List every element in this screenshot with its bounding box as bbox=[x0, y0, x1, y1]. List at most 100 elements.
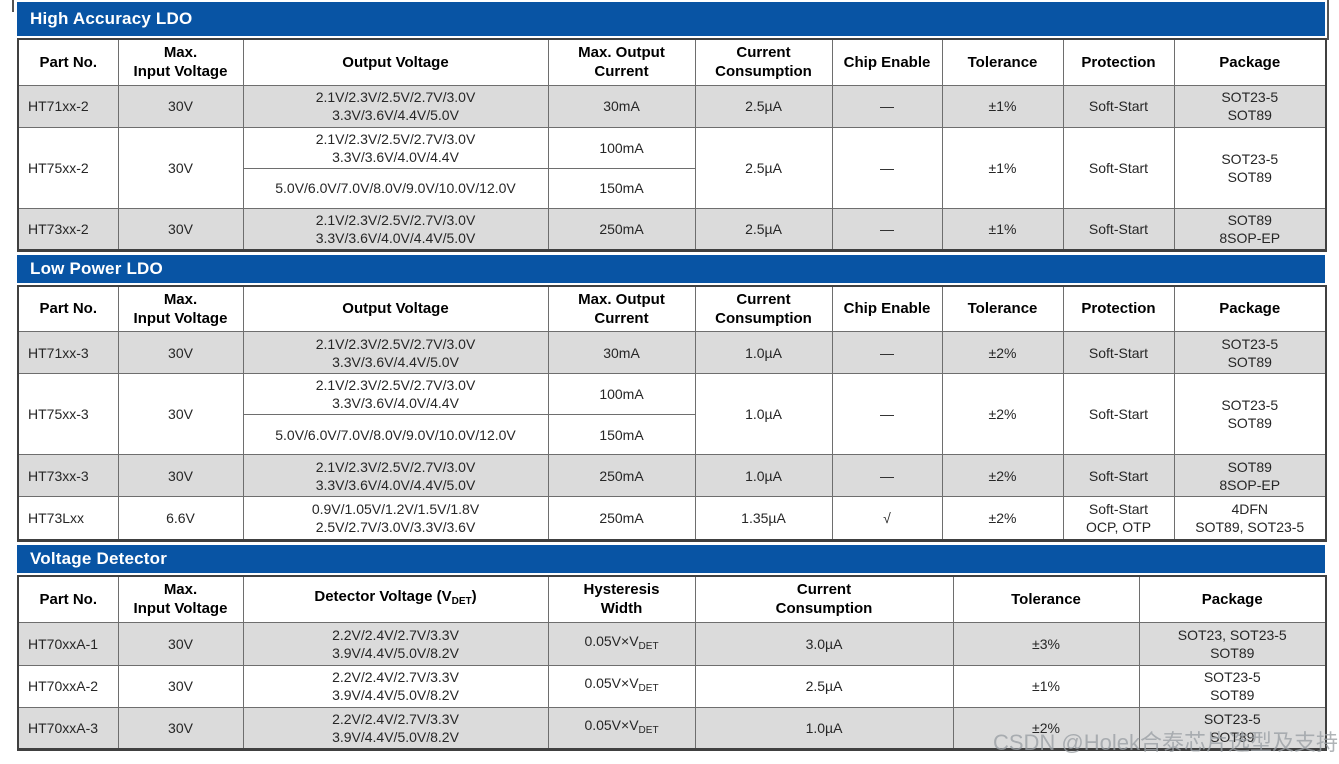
table-cell: ±1% bbox=[941, 207, 1064, 251]
table-cell: HT71xx-2 bbox=[17, 84, 119, 128]
table-cell: 0.9V/1.05V/1.2V/1.5V/1.8V 2.5V/2.7V/3.0V/… bbox=[242, 496, 549, 541]
selection-guide-page: High Accuracy LDO Part No. Max. Input Volt… bbox=[17, 2, 1327, 751]
table-row: HT70xxA-1 30V 2.2V/2.4V/2.7V/3.3V 3.9V/4.4V… bbox=[17, 621, 1327, 666]
table-row: HT73Lxx 6.6V 0.9V/1.05V/1.2V/1.5V/1.8V 2.5V… bbox=[17, 496, 1327, 541]
table-cell: — bbox=[831, 84, 943, 128]
table-cell: 5.0V/6.0V/7.0V/8.0V/9.0V/10.0V/12.0V bbox=[242, 167, 549, 209]
column-header: Tolerance bbox=[952, 575, 1140, 623]
column-header: Current Consumption bbox=[694, 38, 833, 86]
column-header: Package bbox=[1173, 285, 1327, 332]
column-header: Output Voltage bbox=[242, 285, 549, 332]
table-cell: 1.0µA bbox=[694, 373, 833, 455]
section-low-power-ldo: Low Power LDO Part No. Max. Input Voltage O… bbox=[17, 254, 1327, 542]
table-cell: 2.5µA bbox=[694, 664, 954, 708]
table-cell: 2.1V/2.3V/2.5V/2.7V/3.0V 3.3V/3.6V/4.0V/4… bbox=[242, 207, 549, 251]
table-cell: 2.1V/2.3V/2.5V/2.7V/3.0V 3.3V/3.6V/4.4V/5… bbox=[242, 84, 549, 128]
table-cell: SOT23-5 SOT89 bbox=[1138, 706, 1327, 750]
table-cell: 30V bbox=[117, 331, 244, 374]
table-cell: 1.0µA bbox=[694, 706, 954, 750]
section-title: Low Power LDO bbox=[30, 258, 163, 278]
table-cell: 2.5µA bbox=[694, 126, 833, 209]
table-cell: ±2% bbox=[941, 496, 1064, 541]
table-cell: 3.0µA bbox=[694, 621, 954, 666]
table-cell: 2.1V/2.3V/2.5V/2.7V/3.0V 3.3V/3.6V/4.0V/4… bbox=[242, 126, 549, 169]
table-cell: 2.1V/2.3V/2.5V/2.7V/3.0V 3.3V/3.6V/4.0V/4… bbox=[242, 454, 549, 497]
table-cell: HT75xx-3 bbox=[17, 373, 119, 455]
table-cell: 30mA bbox=[547, 331, 696, 374]
table-cell: 150mA bbox=[547, 414, 696, 455]
section-high-accuracy-ldo: High Accuracy LDO Part No. Max. Input Volt… bbox=[17, 2, 1327, 252]
table-cell: 250mA bbox=[547, 454, 696, 497]
column-header: Max. Input Voltage bbox=[117, 285, 244, 332]
table-cell: Soft-Start bbox=[1062, 84, 1175, 128]
table-cell: ±2% bbox=[952, 706, 1140, 750]
page-border-remnant-left bbox=[12, 0, 14, 12]
table-cell: ±1% bbox=[941, 84, 1064, 128]
column-header: Current Consumption bbox=[694, 285, 833, 332]
table-cell: ±2% bbox=[941, 454, 1064, 497]
table-cell: SOT23-5 SOT89 bbox=[1173, 331, 1327, 374]
column-header: Current Consumption bbox=[694, 575, 954, 623]
table-row: HT70xxA-2 30V 2.2V/2.4V/2.7V/3.3V 3.9V/4.4V… bbox=[17, 664, 1327, 708]
table-cell: SOT89 8SOP-EP bbox=[1173, 454, 1327, 497]
table-cell: 30V bbox=[117, 454, 244, 497]
table-cell: SOT23, SOT23-5 SOT89 bbox=[1138, 621, 1327, 666]
table-cell: 2.2V/2.4V/2.7V/3.3V 3.9V/4.4V/5.0V/8.2V bbox=[242, 664, 549, 708]
table-cell: HT70xxA-2 bbox=[17, 664, 119, 708]
section-header-bar: High Accuracy LDO bbox=[17, 2, 1325, 36]
section-header-bar: Voltage Detector bbox=[17, 545, 1325, 573]
table-cell: Soft-Start bbox=[1062, 454, 1175, 497]
column-header: Part No. bbox=[17, 575, 119, 623]
table-cell: 30V bbox=[117, 126, 244, 209]
table-cell: SOT23-5 SOT89 bbox=[1173, 373, 1327, 455]
column-header: Part No. bbox=[17, 38, 119, 86]
table-cell: 1.35µA bbox=[694, 496, 833, 541]
table-cell: 30V bbox=[117, 664, 244, 708]
table-cell: 30mA bbox=[547, 84, 696, 128]
section-voltage-detector: Voltage Detector Part No. Max. Input Volta… bbox=[17, 545, 1327, 751]
column-header: Hysteresis Width bbox=[547, 575, 696, 623]
table-cell: 2.1V/2.3V/2.5V/2.7V/3.0V 3.3V/3.6V/4.4V/5… bbox=[242, 331, 549, 374]
column-header: Part No. bbox=[17, 285, 119, 332]
table-cell: 0.05V×VDET bbox=[547, 706, 696, 750]
table-cell: HT75xx-2 bbox=[17, 126, 119, 209]
table-cell: SOT89 8SOP-EP bbox=[1173, 207, 1327, 251]
table-cell: — bbox=[831, 331, 943, 374]
table-cell: 2.1V/2.3V/2.5V/2.7V/3.0V 3.3V/3.6V/4.0V/4… bbox=[242, 373, 549, 415]
table-row: HT70xxA-3 30V 2.2V/2.4V/2.7V/3.3V 3.9V/4.4V… bbox=[17, 706, 1327, 750]
table-row: HT73xx-2 30V 2.1V/2.3V/2.5V/2.7V/3.0V 3.3V/… bbox=[17, 207, 1327, 251]
column-header: Package bbox=[1138, 575, 1327, 623]
table-cell: 4DFN SOT89, SOT23-5 bbox=[1173, 496, 1327, 541]
table-cell: 30V bbox=[117, 706, 244, 750]
section-title: High Accuracy LDO bbox=[30, 9, 193, 28]
column-header: Protection bbox=[1062, 38, 1175, 86]
table-cell: ±1% bbox=[941, 126, 1064, 209]
table-cell: — bbox=[831, 373, 943, 455]
table-row: HT71xx-2 30V 2.1V/2.3V/2.5V/2.7V/3.0V 3.3V/… bbox=[17, 84, 1327, 128]
column-header: Tolerance bbox=[941, 38, 1064, 86]
table-cell: ±2% bbox=[941, 373, 1064, 455]
table-cell: Soft-Start bbox=[1062, 207, 1175, 251]
table-cell: ±3% bbox=[952, 621, 1140, 666]
table-cell: 2.2V/2.4V/2.7V/3.3V 3.9V/4.4V/5.0V/8.2V bbox=[242, 621, 549, 666]
table-cell: 30V bbox=[117, 621, 244, 666]
table-cell: — bbox=[831, 207, 943, 251]
column-header: Output Voltage bbox=[242, 38, 549, 86]
spec-table-high-accuracy-ldo: Part No. Max. Input Voltage Output Voltage M… bbox=[17, 38, 1327, 252]
table-row: HT75xx-2 30V 2.1V/2.3V/2.5V/2.7V/3.0V 3.3V/… bbox=[17, 126, 1327, 209]
table-cell: 30V bbox=[117, 84, 244, 128]
column-header: Max. Input Voltage bbox=[117, 38, 244, 86]
table-cell: HT73xx-3 bbox=[17, 454, 119, 497]
table-cell: 30V bbox=[117, 373, 244, 455]
column-header: Protection bbox=[1062, 285, 1175, 332]
spec-table-low-power-ldo: Part No. Max. Input Voltage Output Voltage M… bbox=[17, 284, 1327, 542]
table-cell: SOT23-5 SOT89 bbox=[1173, 126, 1327, 209]
table-row: HT75xx-3 30V 2.1V/2.3V/2.5V/2.7V/3.0V 3.3V/… bbox=[17, 373, 1327, 455]
table-cell: 150mA bbox=[547, 167, 696, 209]
table-cell: Soft-Start bbox=[1062, 373, 1175, 455]
table-row: HT73xx-3 30V 2.1V/2.3V/2.5V/2.7V/3.0V 3.3V/… bbox=[17, 454, 1327, 497]
table-cell: SOT23-5 SOT89 bbox=[1138, 664, 1327, 708]
column-header: Max. Output Current bbox=[547, 285, 696, 332]
column-header: Chip Enable bbox=[831, 285, 943, 332]
table-cell: 0.05V×VDET bbox=[547, 621, 696, 666]
